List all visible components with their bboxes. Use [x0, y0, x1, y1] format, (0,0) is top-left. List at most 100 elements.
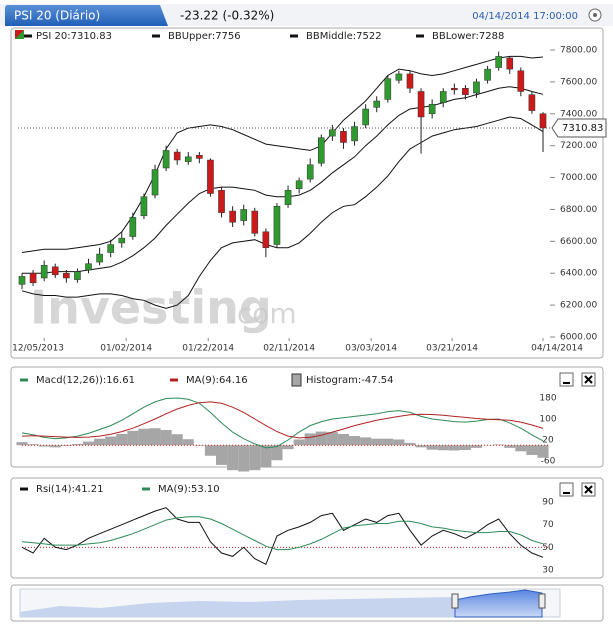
last-price-label: 7310.83: [562, 123, 603, 134]
navigator-history: [20, 597, 455, 617]
y-tick-label: 7200.00: [560, 141, 597, 151]
navigator-selection[interactable]: [454, 589, 543, 618]
histogram-bar: [27, 444, 39, 446]
candle-body: [151, 169, 159, 196]
navigator-handle[interactable]: [538, 593, 546, 609]
histogram-bar: [149, 428, 161, 446]
candle-body: [18, 276, 26, 285]
candle-body: [74, 271, 81, 280]
minimize-button[interactable]: [559, 372, 574, 387]
histogram-bar: [315, 431, 327, 446]
histogram-bar: [171, 434, 183, 446]
candle-body: [129, 217, 137, 237]
y-tick-label: 6400.00: [560, 269, 597, 279]
title-tab: [5, 5, 168, 26]
candle-body: [229, 210, 236, 223]
histogram-bar: [271, 445, 283, 461]
histogram-bar: [404, 442, 416, 446]
candle-body: [451, 88, 458, 91]
y-tick-label: 100: [539, 415, 556, 425]
close-button[interactable]: [581, 482, 596, 497]
histogram-bar: [371, 438, 383, 446]
x-tick-label: 02/11/2014: [263, 344, 315, 354]
candle-body: [329, 129, 336, 137]
candle-body: [362, 108, 369, 126]
histogram-bar: [470, 445, 483, 448]
candle-body: [262, 231, 270, 248]
histogram-bar: [249, 445, 261, 471]
y-tick-label: 6200.00: [560, 301, 597, 311]
histogram-bar: [227, 445, 239, 471]
candle-body: [428, 103, 436, 115]
candle-body: [63, 272, 70, 279]
candle-body: [173, 151, 181, 161]
indicator-line: [21, 401, 544, 439]
histogram-bar: [160, 430, 172, 446]
histogram-bar: [426, 445, 438, 450]
indicator-line: [21, 507, 544, 565]
histogram-bar: [238, 445, 250, 472]
y-tick-label: 7600.00: [560, 77, 597, 87]
candle-body: [218, 190, 225, 213]
histogram-bar: [138, 428, 150, 446]
y-tick-label: 180: [539, 394, 556, 404]
header-title: PSI 20 (Diário): [14, 9, 100, 23]
candle-body: [107, 244, 114, 253]
indicator-line: [21, 516, 544, 551]
histogram-bar: [260, 445, 272, 468]
y-tick-label: 7000.00: [560, 173, 597, 183]
candle-body: [240, 209, 248, 221]
legend-swatch: [291, 373, 302, 387]
histogram-bar: [337, 433, 350, 446]
navigator-handle[interactable]: [451, 593, 459, 609]
histogram-bar: [16, 442, 28, 446]
y-tick-label: 6800.00: [560, 205, 597, 215]
y-tick-label: 7400.00: [560, 109, 597, 119]
settings-icon[interactable]: [588, 8, 602, 22]
band-line: [22, 86, 544, 274]
candle-body: [162, 150, 170, 169]
minimize-button[interactable]: [559, 482, 574, 497]
main-panel: [10, 27, 604, 359]
legend-label: BBUpper:7756: [168, 31, 241, 42]
candle-body: [207, 159, 214, 194]
candle-body: [85, 263, 92, 271]
candle-body: [528, 94, 536, 111]
histogram-bar: [82, 441, 95, 446]
legend-label: MA(9):64.16: [186, 375, 248, 386]
candle-body: [406, 73, 414, 89]
candle-body: [306, 164, 314, 180]
watermark-suffix: .com: [228, 297, 297, 330]
y-tick-label: 50: [542, 543, 554, 553]
histogram-bar: [304, 433, 316, 446]
candle-body: [439, 91, 447, 103]
rsi-panel: [10, 477, 604, 579]
histogram-bar: [49, 445, 61, 448]
candle-body: [29, 272, 37, 284]
indicator-line: [21, 397, 544, 449]
candle-body: [251, 210, 259, 234]
histogram-bar: [459, 445, 471, 450]
candle-body: [417, 91, 425, 118]
histogram-bar: [493, 444, 505, 446]
x-tick-label: 01/02/2014: [100, 344, 152, 354]
histogram-bar: [71, 443, 83, 446]
y-tick-label: 70: [542, 520, 554, 530]
histogram-bar: [437, 445, 449, 451]
y-tick-label: 90: [542, 498, 554, 508]
candle-body: [340, 131, 347, 143]
candle-body: [196, 154, 203, 159]
band-line: [21, 116, 544, 309]
close-button[interactable]: [581, 372, 596, 387]
x-tick-label: 03/21/2014: [426, 344, 478, 354]
candle-body: [473, 81, 480, 94]
histogram-bar: [38, 445, 50, 447]
histogram-bar: [326, 432, 338, 446]
legend-label: BBMiddle:7522: [306, 31, 382, 42]
y-tick-label: 6600.00: [560, 237, 597, 247]
legend-label: Rsi(14):41.21: [36, 484, 103, 495]
histogram-bar: [60, 445, 72, 447]
band-line: [21, 55, 544, 253]
legend-label: Histogram:-47.54: [306, 375, 393, 386]
